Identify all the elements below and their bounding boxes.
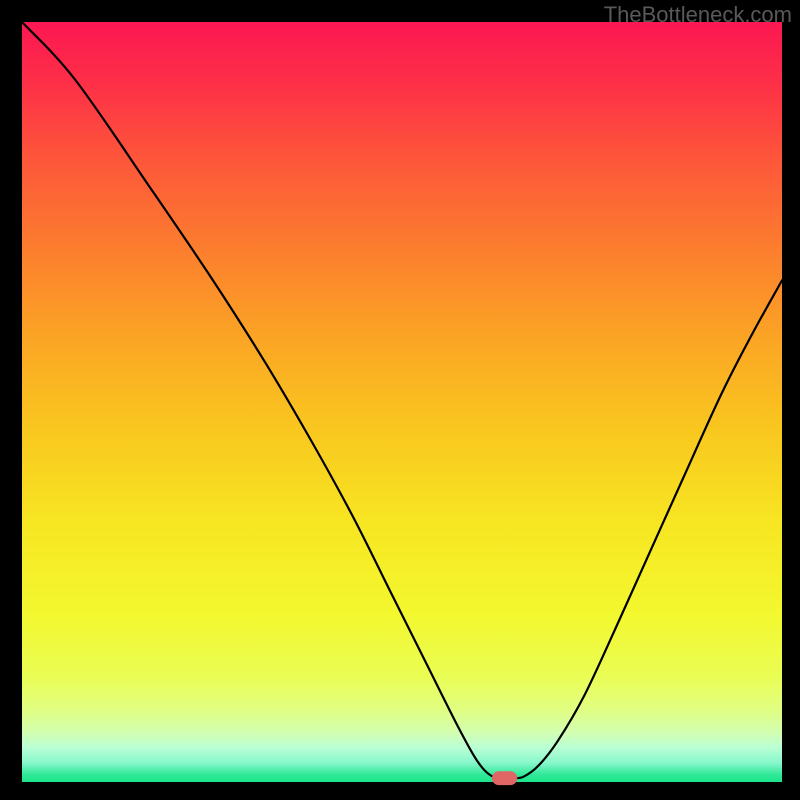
watermark-text: TheBottleneck.com <box>604 2 792 28</box>
chart-container: TheBottleneck.com <box>0 0 800 800</box>
optimal-marker <box>492 772 516 785</box>
plot-background <box>22 22 782 782</box>
chart-svg <box>0 0 800 800</box>
